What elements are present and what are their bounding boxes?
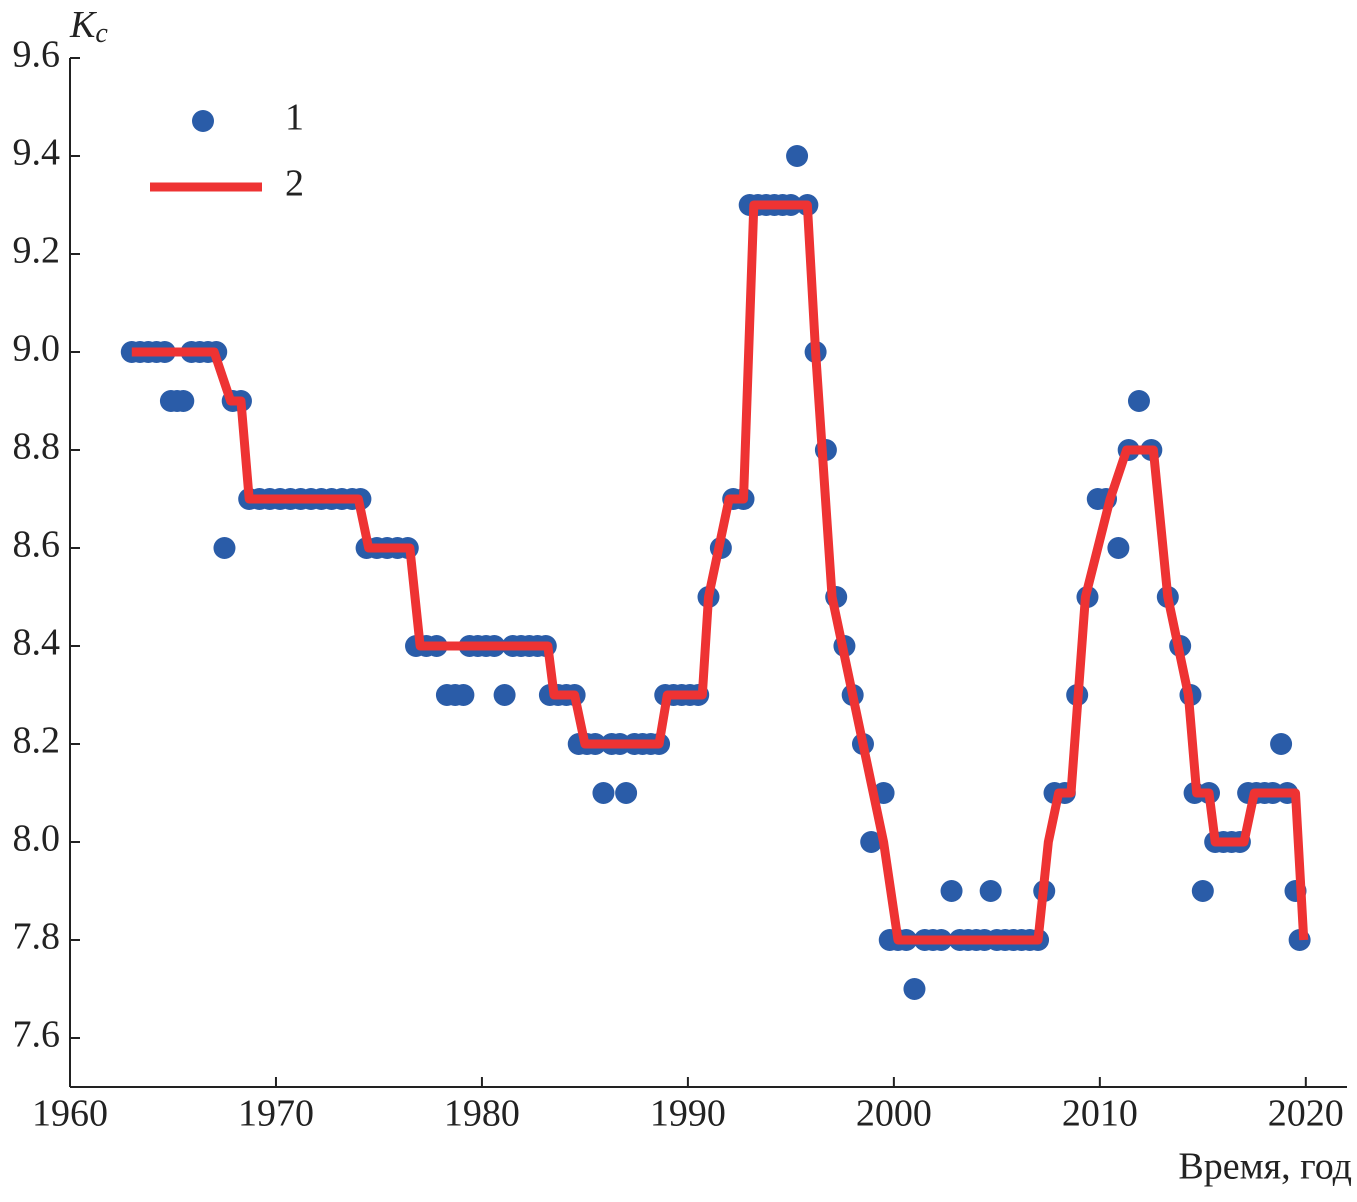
y-label-sub: c — [95, 18, 108, 49]
y-tick-label: 8.2 — [13, 720, 61, 762]
data-point — [1107, 537, 1130, 559]
legend-marker — [192, 110, 214, 132]
x-tick-label: 2020 — [1268, 1093, 1344, 1135]
x-tick-label: 2000 — [856, 1093, 932, 1135]
data-point — [1191, 880, 1214, 902]
x-tick-label: 1990 — [650, 1093, 726, 1135]
data-point — [592, 782, 615, 804]
y-tick-label: 8.6 — [13, 524, 61, 566]
y-tick-label: 8.8 — [13, 426, 61, 468]
x-tick-label: 1980 — [444, 1093, 520, 1135]
data-point — [1127, 390, 1150, 412]
x-tick-label: 1970 — [238, 1093, 314, 1135]
y-label-main: K — [69, 4, 97, 46]
data-point — [860, 831, 883, 853]
y-tick-label: 9.0 — [13, 328, 61, 370]
data-point — [615, 782, 638, 804]
data-point — [903, 978, 926, 1000]
data-point — [1270, 733, 1293, 755]
data-point — [213, 537, 236, 559]
x-axis-label: Время, год — [1178, 1146, 1352, 1188]
legend-label: 1 — [285, 97, 304, 139]
y-tick-label: 7.6 — [13, 1014, 61, 1056]
data-point — [493, 684, 516, 706]
data-point — [172, 390, 195, 412]
data-point — [940, 880, 963, 902]
data-point — [452, 684, 475, 706]
y-tick-label: 9.6 — [13, 34, 61, 76]
y-tick-label: 9.2 — [13, 230, 61, 272]
y-tick-label: 7.8 — [13, 916, 61, 958]
x-tick-label: 1960 — [32, 1093, 108, 1135]
y-tick-label: 8.0 — [13, 818, 61, 860]
y-tick-label: 8.4 — [13, 622, 61, 664]
x-tick-label: 2010 — [1062, 1093, 1138, 1135]
legend-label: 2 — [285, 163, 304, 205]
data-point — [979, 880, 1002, 902]
y-axis-label: Kc — [69, 4, 108, 50]
data-line — [131, 200, 1309, 945]
data-point — [786, 145, 809, 167]
y-tick-label: 9.4 — [13, 132, 61, 174]
